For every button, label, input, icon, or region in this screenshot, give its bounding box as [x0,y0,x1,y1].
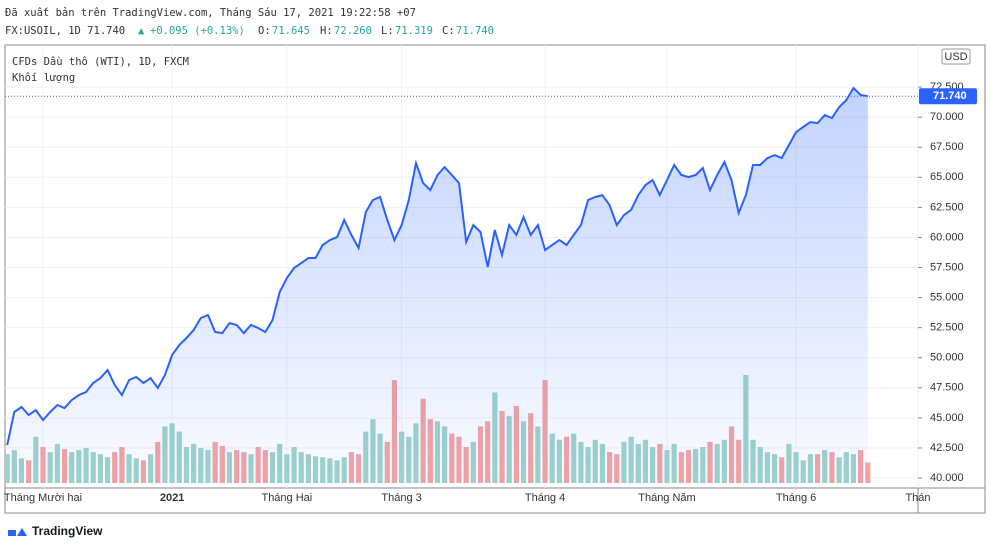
x-tick-label: Tháng Năm [638,492,695,504]
x-tick-label: Tháng Mười hai [4,492,82,504]
ohlc-line: FX:USOIL, 1D 71.740 ▲ +0.095 (+0.13%) O:… [5,25,494,37]
chart-frame [4,44,986,514]
x-tick-label: Tháng Hai [261,492,312,504]
price-line [6,86,868,446]
x-tick-label: 2021 [160,492,184,504]
l-label: L: [381,25,394,37]
footer-logo: TradingView [8,524,103,538]
price-area [7,88,868,488]
price-tag-label: 71.740 [933,90,967,102]
y-tick-label: 47.500 [930,382,964,394]
y-tick-label: 57.500 [930,261,964,273]
x-tick-label: Thán [905,492,930,504]
y-tick-label: 67.500 [930,141,964,153]
high: 72.260 [334,25,372,37]
change: +0.095 (+0.13%) [150,25,245,37]
legend-price: CFDs Dầu thô (WTI), 1D, FXCM [12,56,189,68]
c-label: C: [442,25,455,37]
y-tick-label: 42.500 [930,442,964,454]
x-tick-label: Tháng 3 [381,492,421,504]
y-tick-label: 70.000 [930,111,964,123]
x-tick-label: Tháng 4 [525,492,565,504]
legend-volume: Khối lượng [12,72,75,84]
y-tick-label: 62.500 [930,201,964,213]
y-tick-label: 55.000 [930,291,964,303]
price [5,86,918,488]
close: 71.740 [456,25,494,37]
logo-icon [8,528,27,536]
y-tick-label: 45.000 [930,412,964,424]
currency: USD [944,51,967,63]
y-tick-label: 50.000 [930,352,964,364]
brand: TradingView [32,524,103,538]
symbol: FX:USOIL, 1D 71.740 [5,25,125,37]
arrow: ▲ [138,25,145,37]
o-label: O: [258,25,271,37]
axes: 40.000 42.500 45.000 47.500 50.000 52.500 55.0… [4,48,977,504]
y-tick-label: 60.000 [930,231,964,243]
x-tick-label: Tháng 6 [776,492,816,504]
y-tick-label: 40.000 [930,472,964,484]
h-label: H: [320,25,333,37]
y-tick-label: 52.500 [930,322,964,334]
published: Đã xuất bản trên TradingView.com, Tháng … [5,7,416,19]
currency-box [941,48,971,65]
open: 71.645 [272,25,310,37]
y-tick-label: 65.000 [930,171,964,183]
price-tag [919,88,977,105]
low: 71.319 [395,25,433,37]
